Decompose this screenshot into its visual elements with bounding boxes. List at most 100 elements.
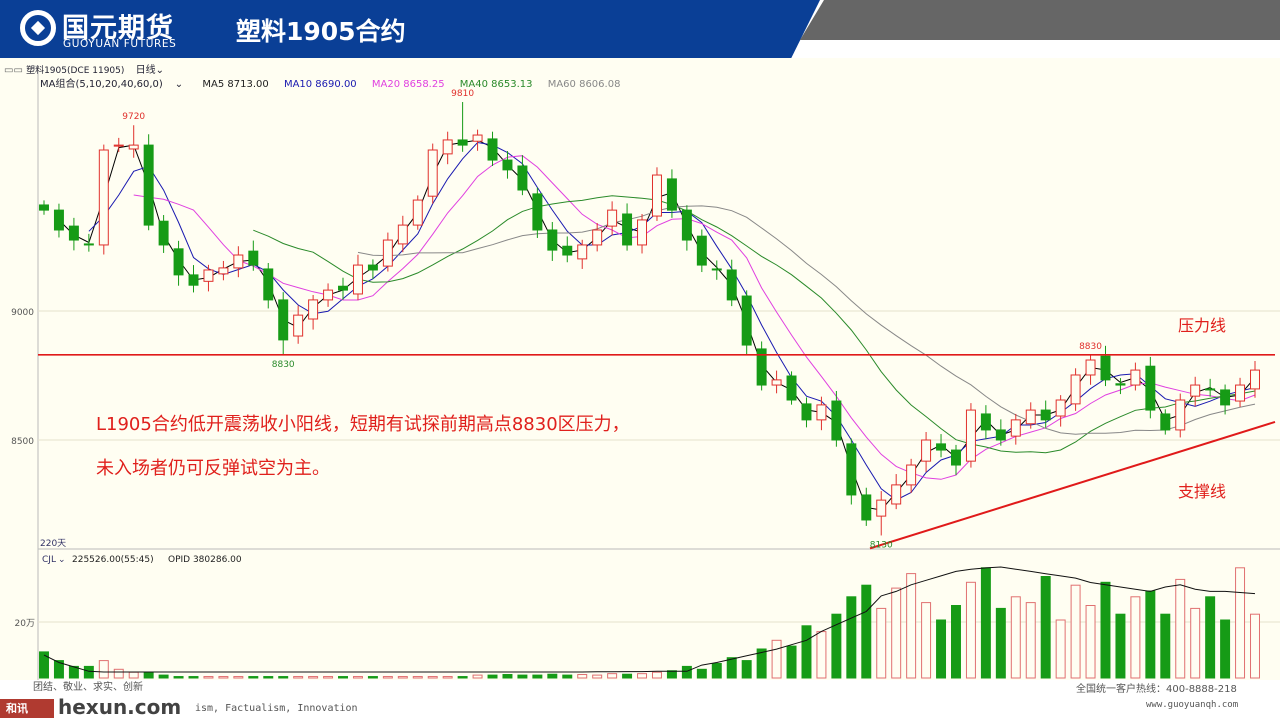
header-grey-band xyxy=(800,0,1280,40)
candle-body xyxy=(965,409,976,462)
volume-bar xyxy=(442,676,453,679)
page-title: 塑料1905合约 xyxy=(236,17,406,46)
candle-body xyxy=(1250,369,1260,390)
kline-chart[interactable]: 9000 8500 20万 220天 CJL ⌄ 225526.00(55:45… xyxy=(0,0,1280,680)
candle-body xyxy=(293,314,304,337)
volume-bar xyxy=(323,676,334,679)
volume-bar xyxy=(622,673,633,679)
resistance-label: 压力线 xyxy=(1178,316,1227,335)
volume-bar xyxy=(786,645,797,679)
candle-body xyxy=(367,264,378,271)
volume-bar xyxy=(113,668,124,679)
ma40-value: MA40 8653.13 xyxy=(459,79,533,90)
volume-bar xyxy=(83,665,94,679)
volume-bar xyxy=(607,673,618,679)
volume-bar xyxy=(562,674,573,679)
candle-body xyxy=(1220,389,1231,406)
window-icon[interactable]: ▭▭ xyxy=(4,65,27,76)
candle-body xyxy=(1025,409,1036,425)
candle-body xyxy=(786,375,797,401)
candle-body xyxy=(726,269,737,301)
volume-bar xyxy=(592,674,603,679)
volume-bar xyxy=(1025,602,1036,679)
opid-value: OPID 380286.00 xyxy=(168,555,242,565)
volume-bar xyxy=(816,631,827,679)
volume-bar xyxy=(338,676,348,679)
ma10-value: MA10 8690.00 xyxy=(283,79,357,90)
candle-body xyxy=(861,494,872,521)
analysis-comment-line-2: 未入场者仍可反弹试空为主。 xyxy=(96,458,330,479)
volume-bar xyxy=(1085,605,1096,679)
volume-bar xyxy=(771,639,782,679)
volume-bar xyxy=(1235,567,1246,679)
candle-body xyxy=(1010,419,1021,437)
volume-bar xyxy=(906,573,917,679)
chevron-down-icon: ⌄ xyxy=(174,79,184,90)
volume-bar xyxy=(846,596,857,679)
candle-body xyxy=(532,193,543,231)
candle-body xyxy=(352,264,363,295)
volume-bar xyxy=(532,674,543,679)
candle-body xyxy=(218,267,229,275)
extreme-price-label: 9810 xyxy=(451,89,474,99)
volume-bar xyxy=(308,676,319,679)
candle-body xyxy=(666,178,677,211)
candle-body xyxy=(53,209,64,231)
candle-body xyxy=(517,165,528,191)
volume-bar xyxy=(293,676,304,679)
volume-bar xyxy=(1055,619,1066,679)
candle-body xyxy=(651,174,662,217)
ma20-line xyxy=(133,155,1256,480)
candle-body xyxy=(188,274,199,286)
ma5-value: MA5 8713.00 xyxy=(202,79,269,90)
candle-body xyxy=(1145,365,1156,411)
volume-bar xyxy=(233,676,244,679)
volume-bar xyxy=(801,625,812,679)
volume-bar xyxy=(98,660,109,679)
volume-bar xyxy=(651,671,662,679)
opid-line xyxy=(43,566,1256,673)
candle-body xyxy=(577,244,588,260)
candle-body xyxy=(1055,399,1066,417)
candle-body xyxy=(173,248,184,276)
candle-body xyxy=(98,149,109,246)
candle-body xyxy=(323,289,334,301)
volume-bar xyxy=(1100,581,1111,679)
candle-body xyxy=(547,229,558,251)
volume-bar xyxy=(965,581,976,679)
candle-body xyxy=(412,199,423,226)
candle-body xyxy=(382,239,393,267)
candle-body xyxy=(397,224,408,245)
extreme-price-label: 8830 xyxy=(272,360,295,370)
y-tick-label: 9000 xyxy=(11,308,34,318)
candle-body xyxy=(771,379,782,386)
candle-body xyxy=(1175,399,1186,431)
volume-bar xyxy=(711,663,722,679)
volume-bar xyxy=(487,674,498,679)
candle-body xyxy=(233,254,244,269)
candle-body xyxy=(1070,374,1081,405)
hotline: 全国统一客户热线：400-8888-218 xyxy=(1076,684,1237,695)
volume-bar xyxy=(412,676,423,679)
candle-body xyxy=(263,268,274,301)
volume-bar xyxy=(173,676,184,679)
volume-bar xyxy=(696,668,707,679)
period-select[interactable]: 日线⌄ xyxy=(136,65,164,76)
y-tick-label: 8500 xyxy=(11,437,34,447)
volume-bar xyxy=(1190,607,1201,679)
volume-bar xyxy=(936,619,947,679)
header-blue-band xyxy=(0,0,820,58)
ma60-value: MA60 8606.08 xyxy=(547,79,621,90)
vol-indicator-select[interactable]: CJL xyxy=(42,555,56,565)
ma-group-select[interactable]: MA组合(5,10,20,40,60,0) ⌄ xyxy=(40,79,195,90)
volume-bar xyxy=(995,607,1006,679)
candle-body xyxy=(607,209,618,227)
motto-cn: 团结、敬业、求实、创新 xyxy=(33,682,143,693)
candle-body xyxy=(906,464,917,486)
candle-body xyxy=(1160,413,1171,431)
hexun-watermark: hexun.com xyxy=(58,695,182,719)
candle-body xyxy=(457,139,468,146)
candle-body xyxy=(442,139,453,155)
volume-bar xyxy=(1010,596,1021,679)
candle-body xyxy=(1085,359,1096,376)
